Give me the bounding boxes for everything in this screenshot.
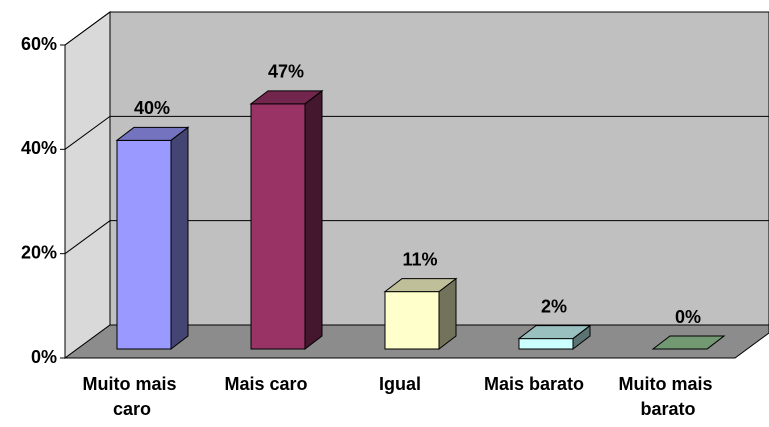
y-tick-label: 0% xyxy=(31,347,57,367)
bar-side xyxy=(304,89,323,351)
grid-line xyxy=(64,220,769,255)
bar xyxy=(250,103,306,350)
value-label: 0% xyxy=(675,307,701,327)
value-label: 47% xyxy=(268,62,304,82)
value-label: 11% xyxy=(402,249,437,269)
x-tick-label: Igual xyxy=(379,374,421,394)
y-tick-label: 60% xyxy=(21,34,57,54)
bar xyxy=(116,139,172,350)
grid-line xyxy=(64,115,769,150)
bar xyxy=(518,338,574,350)
x-tick-label: Mais barato xyxy=(484,374,584,394)
bar-top xyxy=(249,90,324,105)
side-wall xyxy=(64,11,111,359)
x-tick-label: Mais caro xyxy=(224,374,307,394)
bar-side xyxy=(170,126,189,351)
value-label: 40% xyxy=(134,98,170,118)
bar-top xyxy=(651,335,726,350)
x-tick-label: Muito mais caro xyxy=(82,374,181,419)
value-label: 2% xyxy=(541,296,567,316)
bar-top xyxy=(383,278,458,293)
back-wall xyxy=(109,11,769,326)
y-tick-label: 20% xyxy=(21,242,57,262)
x-tick-label: Muito mais barato xyxy=(618,374,717,419)
bar xyxy=(384,291,440,350)
y-tick-label: 40% xyxy=(21,138,57,158)
bar-top xyxy=(115,126,190,141)
bar-top xyxy=(517,325,592,340)
grid-line xyxy=(64,11,769,46)
